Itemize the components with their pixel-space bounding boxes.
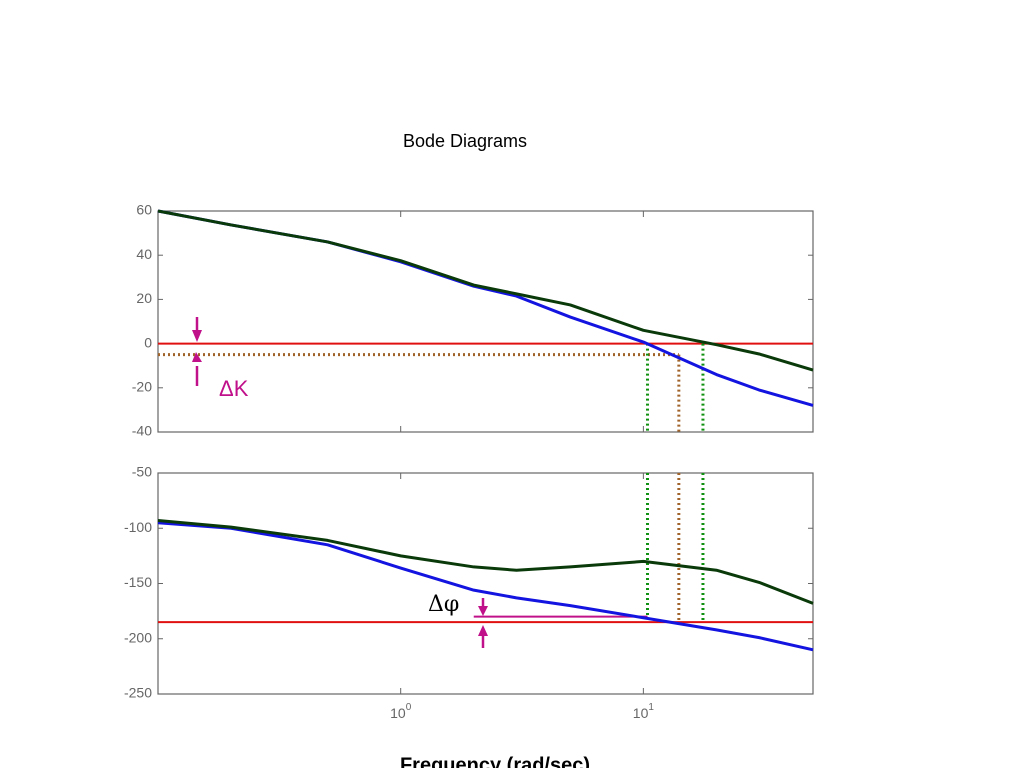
y-tick-label: -40 [132, 423, 152, 439]
y-tick-label: 60 [136, 202, 152, 218]
y-tick-label: 40 [136, 246, 152, 262]
y-tick-label: 0 [144, 334, 152, 350]
line-series [157, 209, 814, 407]
annotation: ΔK [219, 376, 249, 401]
y-tick-label: -200 [124, 629, 152, 645]
plot-frame [157, 210, 814, 433]
line-series [157, 519, 814, 605]
x-axis-label: Frequency (rad/sec) [400, 754, 590, 768]
line-series [157, 209, 814, 372]
x-tick-label: 101 [633, 702, 655, 721]
annotation: Δφ [428, 592, 459, 617]
chart-title: Bode Diagrams [403, 131, 527, 151]
y-tick-label: 20 [136, 290, 152, 306]
y-tick-label: -250 [124, 685, 152, 701]
y-tick-label: -20 [132, 379, 152, 395]
x-tick-label: 100 [390, 702, 412, 721]
y-tick-label: -100 [124, 519, 152, 535]
y-tick-label: -50 [132, 464, 152, 480]
plot-frame [157, 472, 814, 695]
line-series [157, 521, 814, 652]
y-tick-label: -150 [124, 574, 152, 590]
arrows [192, 317, 488, 648]
